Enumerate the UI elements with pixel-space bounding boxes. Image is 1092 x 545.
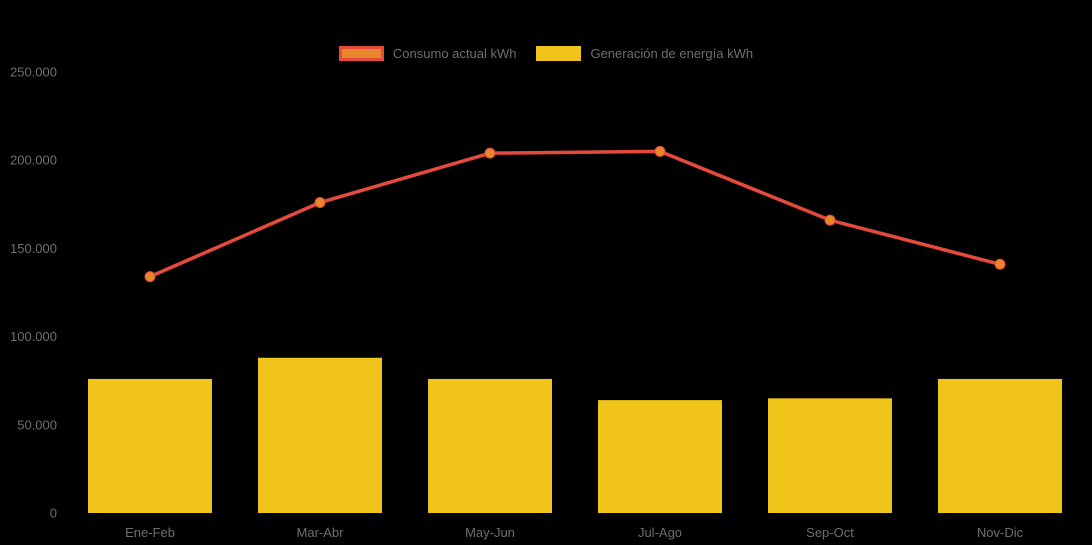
x-axis-category-label: Nov-Dic <box>977 525 1024 540</box>
generation-bar[interactable] <box>428 378 552 513</box>
generation-bar[interactable] <box>598 400 722 513</box>
y-axis-tick-label: 150.000 <box>10 241 57 256</box>
x-axis-category-label: Jul-Ago <box>638 525 682 540</box>
x-axis-category-label: Sep-Oct <box>806 525 854 540</box>
x-axis-category-label: May-Jun <box>465 525 515 540</box>
chart-legend: Consumo actual kWh Generación de energía… <box>0 46 1092 61</box>
y-axis-tick-label: 50.000 <box>17 417 57 432</box>
legend-label-consumo: Consumo actual kWh <box>392 46 517 61</box>
consumption-data-point[interactable] <box>994 258 1006 270</box>
consumption-line <box>148 149 1002 279</box>
generacion-legend-swatch <box>536 46 582 61</box>
consumption-data-point[interactable] <box>144 271 156 283</box>
legend-label-generacion: Generación de energía kWh <box>590 46 754 61</box>
y-axis-tick-label: 100.000 <box>10 329 57 344</box>
legend-item-consumo[interactable]: Consumo actual kWh <box>338 46 517 61</box>
consumption-data-point[interactable] <box>824 214 836 226</box>
consumption-data-point[interactable] <box>654 145 666 157</box>
generation-bar[interactable] <box>88 378 212 513</box>
generation-bar[interactable] <box>938 378 1062 513</box>
y-axis-tick-label: 0 <box>50 506 57 521</box>
generation-bar[interactable] <box>258 357 382 513</box>
y-axis-tick-label: 200.000 <box>10 153 57 168</box>
generation-bar[interactable] <box>768 398 892 513</box>
x-axis-category-label: Mar-Abr <box>297 525 345 540</box>
x-axis-category-label: Ene-Feb <box>125 525 175 540</box>
y-axis-tick-label: 250.000 <box>10 65 57 80</box>
consumo-legend-swatch <box>338 46 384 61</box>
consumption-data-point[interactable] <box>314 197 326 209</box>
legend-item-generacion[interactable]: Generación de energía kWh <box>536 46 753 61</box>
consumption-data-point[interactable] <box>484 147 496 159</box>
